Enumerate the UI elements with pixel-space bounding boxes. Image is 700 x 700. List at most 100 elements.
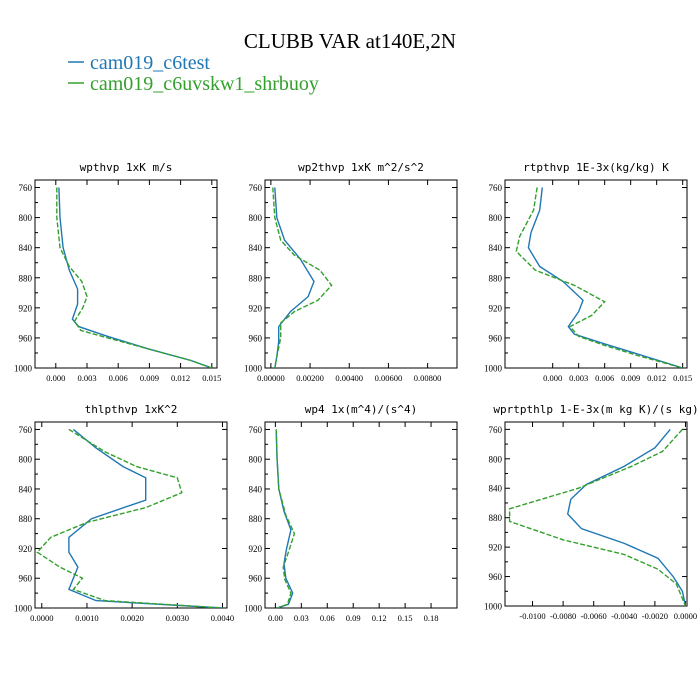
y-tick-label: 760 bbox=[249, 183, 263, 193]
x-tick-label: 0.003 bbox=[77, 373, 96, 383]
y-tick-label: 960 bbox=[249, 333, 263, 343]
y-tick-label: 800 bbox=[489, 454, 503, 464]
x-tick-label: 0.012 bbox=[171, 373, 190, 383]
series-line-0 bbox=[67, 428, 223, 608]
panel-title: wprtpthlp 1-E-3x(m kg K)/(s kg) bbox=[493, 403, 698, 416]
y-tick-label: 1000 bbox=[484, 364, 503, 374]
panel-frame bbox=[34, 421, 228, 609]
panel-frame bbox=[264, 421, 458, 609]
y-tick-label: 1000 bbox=[14, 604, 33, 614]
y-tick-label: 960 bbox=[489, 333, 503, 343]
y-tick-label: 960 bbox=[19, 333, 33, 343]
y-tick-label: 760 bbox=[489, 425, 503, 435]
x-tick-label: 0.06 bbox=[320, 613, 335, 623]
x-tick-label: -0.0100 bbox=[519, 611, 545, 621]
y-tick-label: 920 bbox=[489, 303, 503, 313]
y-tick-label: 920 bbox=[249, 544, 263, 554]
x-tick-label: 0.015 bbox=[673, 373, 692, 383]
y-tick-label: 760 bbox=[19, 425, 33, 435]
x-tick-label: 0.15 bbox=[398, 613, 413, 623]
panel-0: wpthvp 1xK m/s 760 800 840 880 920 960 1000 0.00… bbox=[14, 161, 221, 383]
y-tick-label: 840 bbox=[19, 484, 33, 494]
y-tick-label: 960 bbox=[19, 574, 33, 584]
x-tick-label: -0.0020 bbox=[642, 611, 668, 621]
panel-title: wp2thvp 1xK m^2/s^2 bbox=[298, 161, 424, 174]
x-tick-label: 0.006 bbox=[109, 373, 128, 383]
y-tick-label: 880 bbox=[249, 273, 263, 283]
y-tick-label: 1000 bbox=[244, 604, 263, 614]
y-tick-label: 880 bbox=[19, 273, 33, 283]
x-tick-label: 0.00400 bbox=[335, 373, 363, 383]
x-tick-label: 0.00 bbox=[268, 613, 283, 623]
x-tick-label: 0.006 bbox=[595, 373, 614, 383]
series-line-0 bbox=[566, 428, 687, 606]
y-tick-label: 1000 bbox=[484, 602, 503, 612]
y-tick-label: 800 bbox=[249, 213, 263, 223]
panel-4: wp4 1x(m^4)/(s^4) 760 800 840 880 920 960 1000 0… bbox=[244, 403, 458, 623]
x-tick-label: 0.0010 bbox=[75, 613, 98, 623]
y-tick-label: 800 bbox=[19, 213, 33, 223]
panel-frame bbox=[504, 421, 688, 607]
panel-frame bbox=[264, 179, 458, 369]
legend-label-0: cam019_c6test bbox=[90, 52, 210, 74]
y-tick-label: 920 bbox=[249, 303, 263, 313]
panel-frame bbox=[34, 179, 218, 369]
y-tick-label: 800 bbox=[489, 213, 503, 223]
y-tick-label: 840 bbox=[489, 484, 503, 494]
x-tick-label: 0.009 bbox=[140, 373, 159, 383]
y-tick-label: 920 bbox=[489, 543, 503, 553]
y-tick-label: 760 bbox=[19, 183, 33, 193]
legend: cam019_c6test cam019_c6uvskw1_shrbuoy bbox=[68, 52, 319, 95]
x-tick-label: 0.012 bbox=[647, 373, 666, 383]
panel-5: wprtpthlp 1-E-3x(m kg K)/(s kg) 760 800 840… bbox=[484, 403, 699, 621]
y-tick-label: 1000 bbox=[244, 364, 263, 374]
x-tick-label: 0.03 bbox=[294, 613, 309, 623]
panel-title: rtpthvp 1E-3x(kg/kg) K bbox=[523, 161, 669, 174]
y-tick-label: 1000 bbox=[14, 364, 33, 374]
x-tick-label: 0.0000 bbox=[30, 613, 53, 623]
y-tick-label: 880 bbox=[249, 514, 263, 524]
legend-label-1: cam019_c6uvskw1_shrbuoy bbox=[90, 73, 319, 95]
y-tick-label: 880 bbox=[489, 513, 503, 523]
panel-2: rtpthvp 1E-3x(kg/kg) K 760 800 840 880 920 960… bbox=[484, 161, 692, 383]
y-tick-label: 960 bbox=[489, 572, 503, 582]
x-tick-label: 0.0030 bbox=[166, 613, 189, 623]
panel-title: wp4 1x(m^4)/(s^4) bbox=[305, 403, 418, 416]
x-tick-label: -0.0080 bbox=[550, 611, 576, 621]
x-tick-label: -0.0040 bbox=[611, 611, 637, 621]
series-line-1 bbox=[275, 429, 296, 608]
y-tick-label: 840 bbox=[19, 243, 33, 253]
series-line-0 bbox=[527, 187, 683, 368]
y-tick-label: 880 bbox=[19, 514, 33, 524]
series-line-0 bbox=[275, 429, 294, 608]
y-tick-label: 960 bbox=[249, 574, 263, 584]
y-tick-label: 880 bbox=[489, 273, 503, 283]
x-tick-label: 0.015 bbox=[202, 373, 221, 383]
y-tick-label: 760 bbox=[249, 425, 263, 435]
y-tick-label: 920 bbox=[19, 544, 33, 554]
x-tick-label: 0.0000 bbox=[674, 611, 697, 621]
x-tick-label: 0.00200 bbox=[296, 373, 324, 383]
series-line-0 bbox=[274, 187, 315, 368]
x-tick-label: -0.0060 bbox=[581, 611, 607, 621]
y-tick-label: 800 bbox=[249, 455, 263, 465]
series-line-0 bbox=[58, 187, 213, 368]
x-tick-label: 0.003 bbox=[569, 373, 588, 383]
y-tick-label: 760 bbox=[489, 183, 503, 193]
series-line-1 bbox=[508, 428, 687, 606]
series-line-1 bbox=[36, 428, 223, 608]
figure-title: CLUBB VAR at140E,2N bbox=[244, 29, 456, 53]
y-tick-label: 800 bbox=[19, 455, 33, 465]
x-tick-label: 0.009 bbox=[621, 373, 640, 383]
panel-title: thlpthvp 1xK^2 bbox=[85, 403, 178, 416]
panel-3: thlpthvp 1xK^276080084088092096010000.00… bbox=[14, 403, 234, 623]
y-tick-label: 840 bbox=[249, 243, 263, 253]
panel-frame bbox=[504, 179, 688, 369]
x-tick-label: 0.00000 bbox=[257, 373, 285, 383]
series-line-1 bbox=[515, 187, 683, 368]
x-tick-label: 0.12 bbox=[372, 613, 387, 623]
y-tick-label: 840 bbox=[249, 484, 263, 494]
x-tick-label: 0.18 bbox=[424, 613, 439, 623]
y-tick-label: 840 bbox=[489, 243, 503, 253]
chart-panels: wpthvp 1xK m/s76080084088092096010000.00… bbox=[14, 161, 699, 623]
